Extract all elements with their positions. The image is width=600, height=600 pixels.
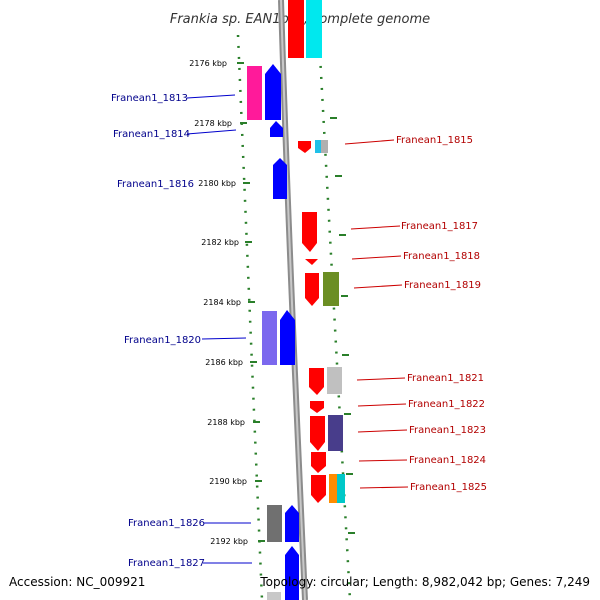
gene-feature-cyan-small — [315, 140, 321, 153]
gene-feature-1816 — [273, 158, 287, 199]
kbp-label: 2192 kbp — [210, 537, 248, 546]
genome-summary: Topology: circular; Length: 8,982,042 bp… — [259, 575, 590, 589]
gene-feature-1817 — [302, 212, 317, 252]
gene-label[interactable]: Franean1_1825 — [410, 482, 487, 493]
leader-1824 — [358, 459, 408, 462]
gene-feature-1826-gray — [267, 505, 282, 542]
right-gene-labels: Franean1_1815 Franean1_1817 Franean1_181… — [396, 135, 487, 493]
gene-feature-red — [288, 0, 304, 58]
gene-label[interactable]: Franean1_1824 — [409, 455, 486, 466]
gene-feature-1821-red — [309, 368, 324, 395]
gene-label[interactable]: Franean1_1814 — [113, 129, 190, 140]
gene-label[interactable]: Franean1_1820 — [124, 335, 201, 346]
leader-1822 — [357, 403, 407, 407]
gene-label[interactable]: Franean1_1815 — [396, 135, 473, 146]
gene-feature-1821 — [327, 367, 342, 394]
kbp-label: 2178 kbp — [194, 119, 232, 128]
gene-label[interactable]: Franean1_1826 — [128, 518, 205, 529]
gene-feature-1826 — [285, 505, 299, 542]
tick-marks — [237, 62, 355, 542]
gene-feature-1820 — [280, 310, 295, 365]
gene-feature-1813 — [265, 64, 281, 120]
leader-1825 — [359, 486, 409, 489]
genome-backbone-highlight — [280, 0, 306, 600]
leader-1820 — [201, 337, 247, 340]
right-leaders — [344, 139, 409, 489]
gene-feature-1825-orange — [329, 474, 337, 503]
accession-text: Accession: NC_009921 — [9, 575, 145, 589]
leader-1815 — [344, 139, 395, 145]
gene-feature-pink — [247, 66, 262, 120]
kbp-label: 2184 kbp — [203, 298, 241, 307]
gene-label[interactable]: Franean1_1821 — [407, 373, 484, 384]
gene-label[interactable]: Franean1_1823 — [409, 425, 486, 436]
gene-label[interactable]: Franean1_1813 — [111, 93, 188, 104]
right-ruler — [318, 54, 352, 600]
gene-feature-gray-bottom — [267, 592, 281, 600]
kbp-labels: 2176 kbp 2178 kbp 2180 kbp 2182 kbp 2184… — [189, 59, 248, 546]
gene-feature-1819-red — [305, 273, 319, 306]
gene-label[interactable]: Franean1_1827 — [128, 558, 205, 569]
kbp-label: 2182 kbp — [201, 238, 239, 247]
leader-1821 — [356, 377, 406, 381]
kbp-label: 2188 kbp — [207, 418, 245, 427]
gene-feature-1820-purple — [262, 311, 277, 365]
gene-feature-1814 — [270, 121, 283, 137]
gene-label[interactable]: Franean1_1817 — [401, 221, 478, 232]
gene-feature-1827 — [285, 546, 299, 600]
kbp-label: 2186 kbp — [205, 358, 243, 367]
gene-label[interactable]: Franean1_1816 — [117, 179, 194, 190]
gene-feature-gray-small — [321, 140, 328, 153]
gene-feature-cyan — [306, 0, 322, 58]
kbp-label: 2190 kbp — [209, 477, 247, 486]
gene-feature-1824 — [311, 452, 326, 473]
leader-1819 — [353, 284, 403, 289]
leader-1814 — [186, 129, 237, 135]
leader-1817 — [350, 225, 401, 230]
gene-feature-1818 — [305, 259, 318, 265]
gene-feature-1825 — [337, 474, 345, 503]
gene-label[interactable]: Franean1_1818 — [403, 251, 480, 262]
gene-feature-1823-red — [310, 416, 325, 451]
kbp-label: 2180 kbp — [198, 179, 236, 188]
left-leaders — [186, 94, 252, 564]
gene-features — [247, 0, 345, 600]
gene-label[interactable]: Franean1_1819 — [404, 280, 481, 291]
leader-1813 — [186, 94, 236, 99]
kbp-label: 2176 kbp — [189, 59, 227, 68]
gene-feature-1825-red — [311, 475, 326, 503]
leader-1818 — [351, 255, 402, 260]
gene-feature-1822 — [310, 401, 324, 413]
gene-label[interactable]: Franean1_1822 — [408, 399, 485, 410]
gene-feature-1823 — [328, 415, 343, 451]
leader-1823 — [357, 429, 408, 433]
gene-feature-1819 — [323, 272, 339, 306]
left-gene-labels: Franean1_1813 Franean1_1814 Franean1_181… — [111, 93, 205, 569]
gene-feature-1815 — [298, 141, 311, 153]
